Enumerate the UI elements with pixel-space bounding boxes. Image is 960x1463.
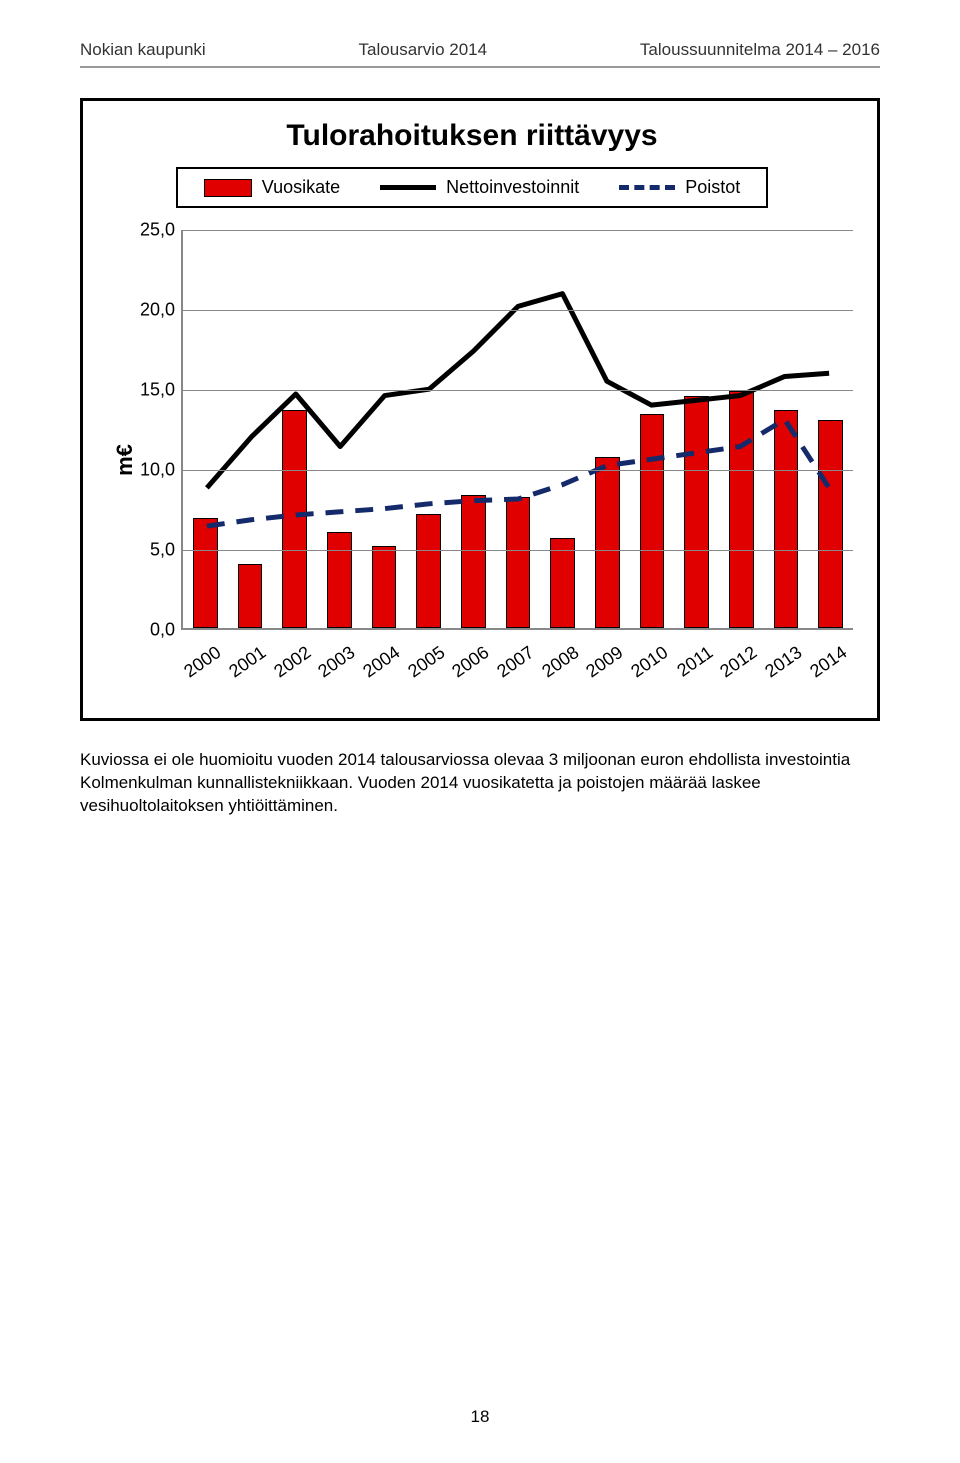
x-axis-labels: 2000200120022003200420052006200720082009…: [181, 638, 853, 678]
x-tick-label: 2003: [306, 642, 359, 688]
chart-title: Tulorahoituksen riittävyys: [91, 119, 853, 153]
plot-region: 0,05,010,015,020,025,0: [181, 230, 853, 630]
legend-line-label: Nettoinvestoinnit: [446, 177, 579, 198]
x-tick-label: 2008: [530, 642, 583, 688]
lines-overlay: [183, 230, 853, 628]
header-rule: [80, 66, 880, 68]
x-tick-label: 2010: [619, 642, 672, 688]
grid-line: [183, 230, 853, 231]
chart-frame: Tulorahoituksen riittävyys Vuosikate Net…: [80, 98, 880, 721]
x-tick-label: 2000: [172, 642, 225, 688]
x-tick-label: 2009: [574, 642, 627, 688]
header-center: Talousarvio 2014: [359, 40, 488, 60]
line-swatch-icon: [380, 185, 436, 190]
x-tick-label: 2004: [351, 642, 404, 688]
x-tick-label: 2002: [262, 642, 315, 688]
legend-item-bar: Vuosikate: [204, 177, 340, 198]
bar-swatch-icon: [204, 179, 252, 197]
y-axis-label: m€: [112, 444, 138, 476]
x-tick-label: 2005: [396, 642, 449, 688]
legend-item-dash: Poistot: [619, 177, 740, 198]
y-tick-label: 20,0: [140, 300, 183, 321]
grid-line: [183, 310, 853, 311]
y-tick-label: 25,0: [140, 220, 183, 241]
page-header: Nokian kaupunki Talousarvio 2014 Talouss…: [80, 40, 880, 60]
y-tick-label: 10,0: [140, 460, 183, 481]
grid-line: [183, 390, 853, 391]
x-tick-label: 2013: [753, 642, 806, 688]
x-tick-label: 2001: [217, 642, 270, 688]
x-tick-label: 2007: [485, 642, 538, 688]
y-tick-label: 15,0: [140, 380, 183, 401]
y-tick-label: 5,0: [150, 540, 183, 561]
x-tick-label: 2012: [708, 642, 761, 688]
legend-item-line: Nettoinvestoinnit: [380, 177, 579, 198]
header-right: Taloussuunnitelma 2014 – 2016: [640, 40, 880, 60]
legend-bar-label: Vuosikate: [262, 177, 340, 198]
y-tick-label: 0,0: [150, 620, 183, 641]
grid-line: [183, 470, 853, 471]
dash-swatch-icon: [619, 185, 675, 190]
poistot-line: [207, 419, 829, 526]
x-tick-label: 2006: [440, 642, 493, 688]
x-tick-label: 2014: [798, 642, 851, 688]
chart-area: m€ 0,05,010,015,020,025,0 20002001200220…: [151, 230, 853, 690]
legend: Vuosikate Nettoinvestoinnit Poistot: [176, 167, 769, 208]
page-number: 18: [0, 1407, 960, 1427]
legend-dash-label: Poistot: [685, 177, 740, 198]
x-tick-label: 2011: [664, 642, 717, 688]
grid-line: [183, 550, 853, 551]
chart-caption: Kuviossa ei ole huomioitu vuoden 2014 ta…: [80, 749, 880, 818]
header-left: Nokian kaupunki: [80, 40, 206, 60]
